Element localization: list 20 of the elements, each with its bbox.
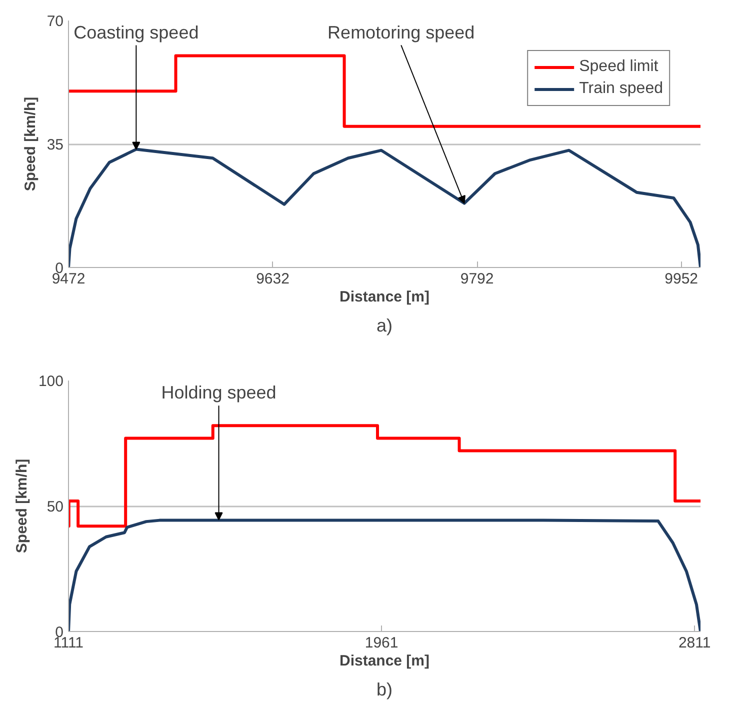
text: a) (376, 316, 393, 336)
annotation: Holding speed (161, 382, 276, 402)
annotation: Coasting speed (74, 22, 199, 42)
legend-label: Speed limit (579, 58, 658, 76)
x-tick-label: 9952 (664, 270, 698, 288)
y-tick-label: 70 (46, 13, 64, 30)
y-axis-title: Speed [km/h] (13, 458, 30, 554)
annotation: Remotoring speed (328, 22, 475, 42)
y-tick-label: 100 (38, 373, 64, 390)
x-tick-label: 9632 (256, 270, 290, 288)
y-tick-label: 50 (46, 498, 64, 516)
y-axis-title: Speed [km/h] (22, 96, 39, 192)
text: b) (376, 680, 393, 700)
legend-label: Train speed (579, 80, 663, 98)
x-tick-label: 9792 (460, 270, 494, 288)
y-tick-label: 35 (46, 136, 64, 154)
x-axis-title: Distance [m] (339, 288, 430, 306)
x-tick-label: 2811 (678, 634, 711, 652)
x-tick-label: 1961 (364, 634, 398, 652)
x-axis-title: Distance [m] (339, 652, 430, 670)
